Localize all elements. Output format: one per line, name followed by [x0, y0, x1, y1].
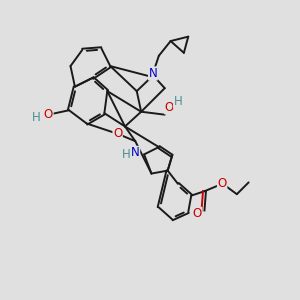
Text: H: H: [122, 148, 131, 161]
Text: H: H: [174, 95, 182, 108]
Text: O: O: [44, 108, 53, 121]
Text: O: O: [113, 127, 122, 140]
Text: O: O: [193, 207, 202, 220]
Text: O: O: [218, 177, 227, 190]
Text: N: N: [131, 146, 140, 159]
Text: N: N: [148, 67, 157, 80]
Text: H: H: [32, 111, 41, 124]
Text: O: O: [164, 101, 174, 114]
